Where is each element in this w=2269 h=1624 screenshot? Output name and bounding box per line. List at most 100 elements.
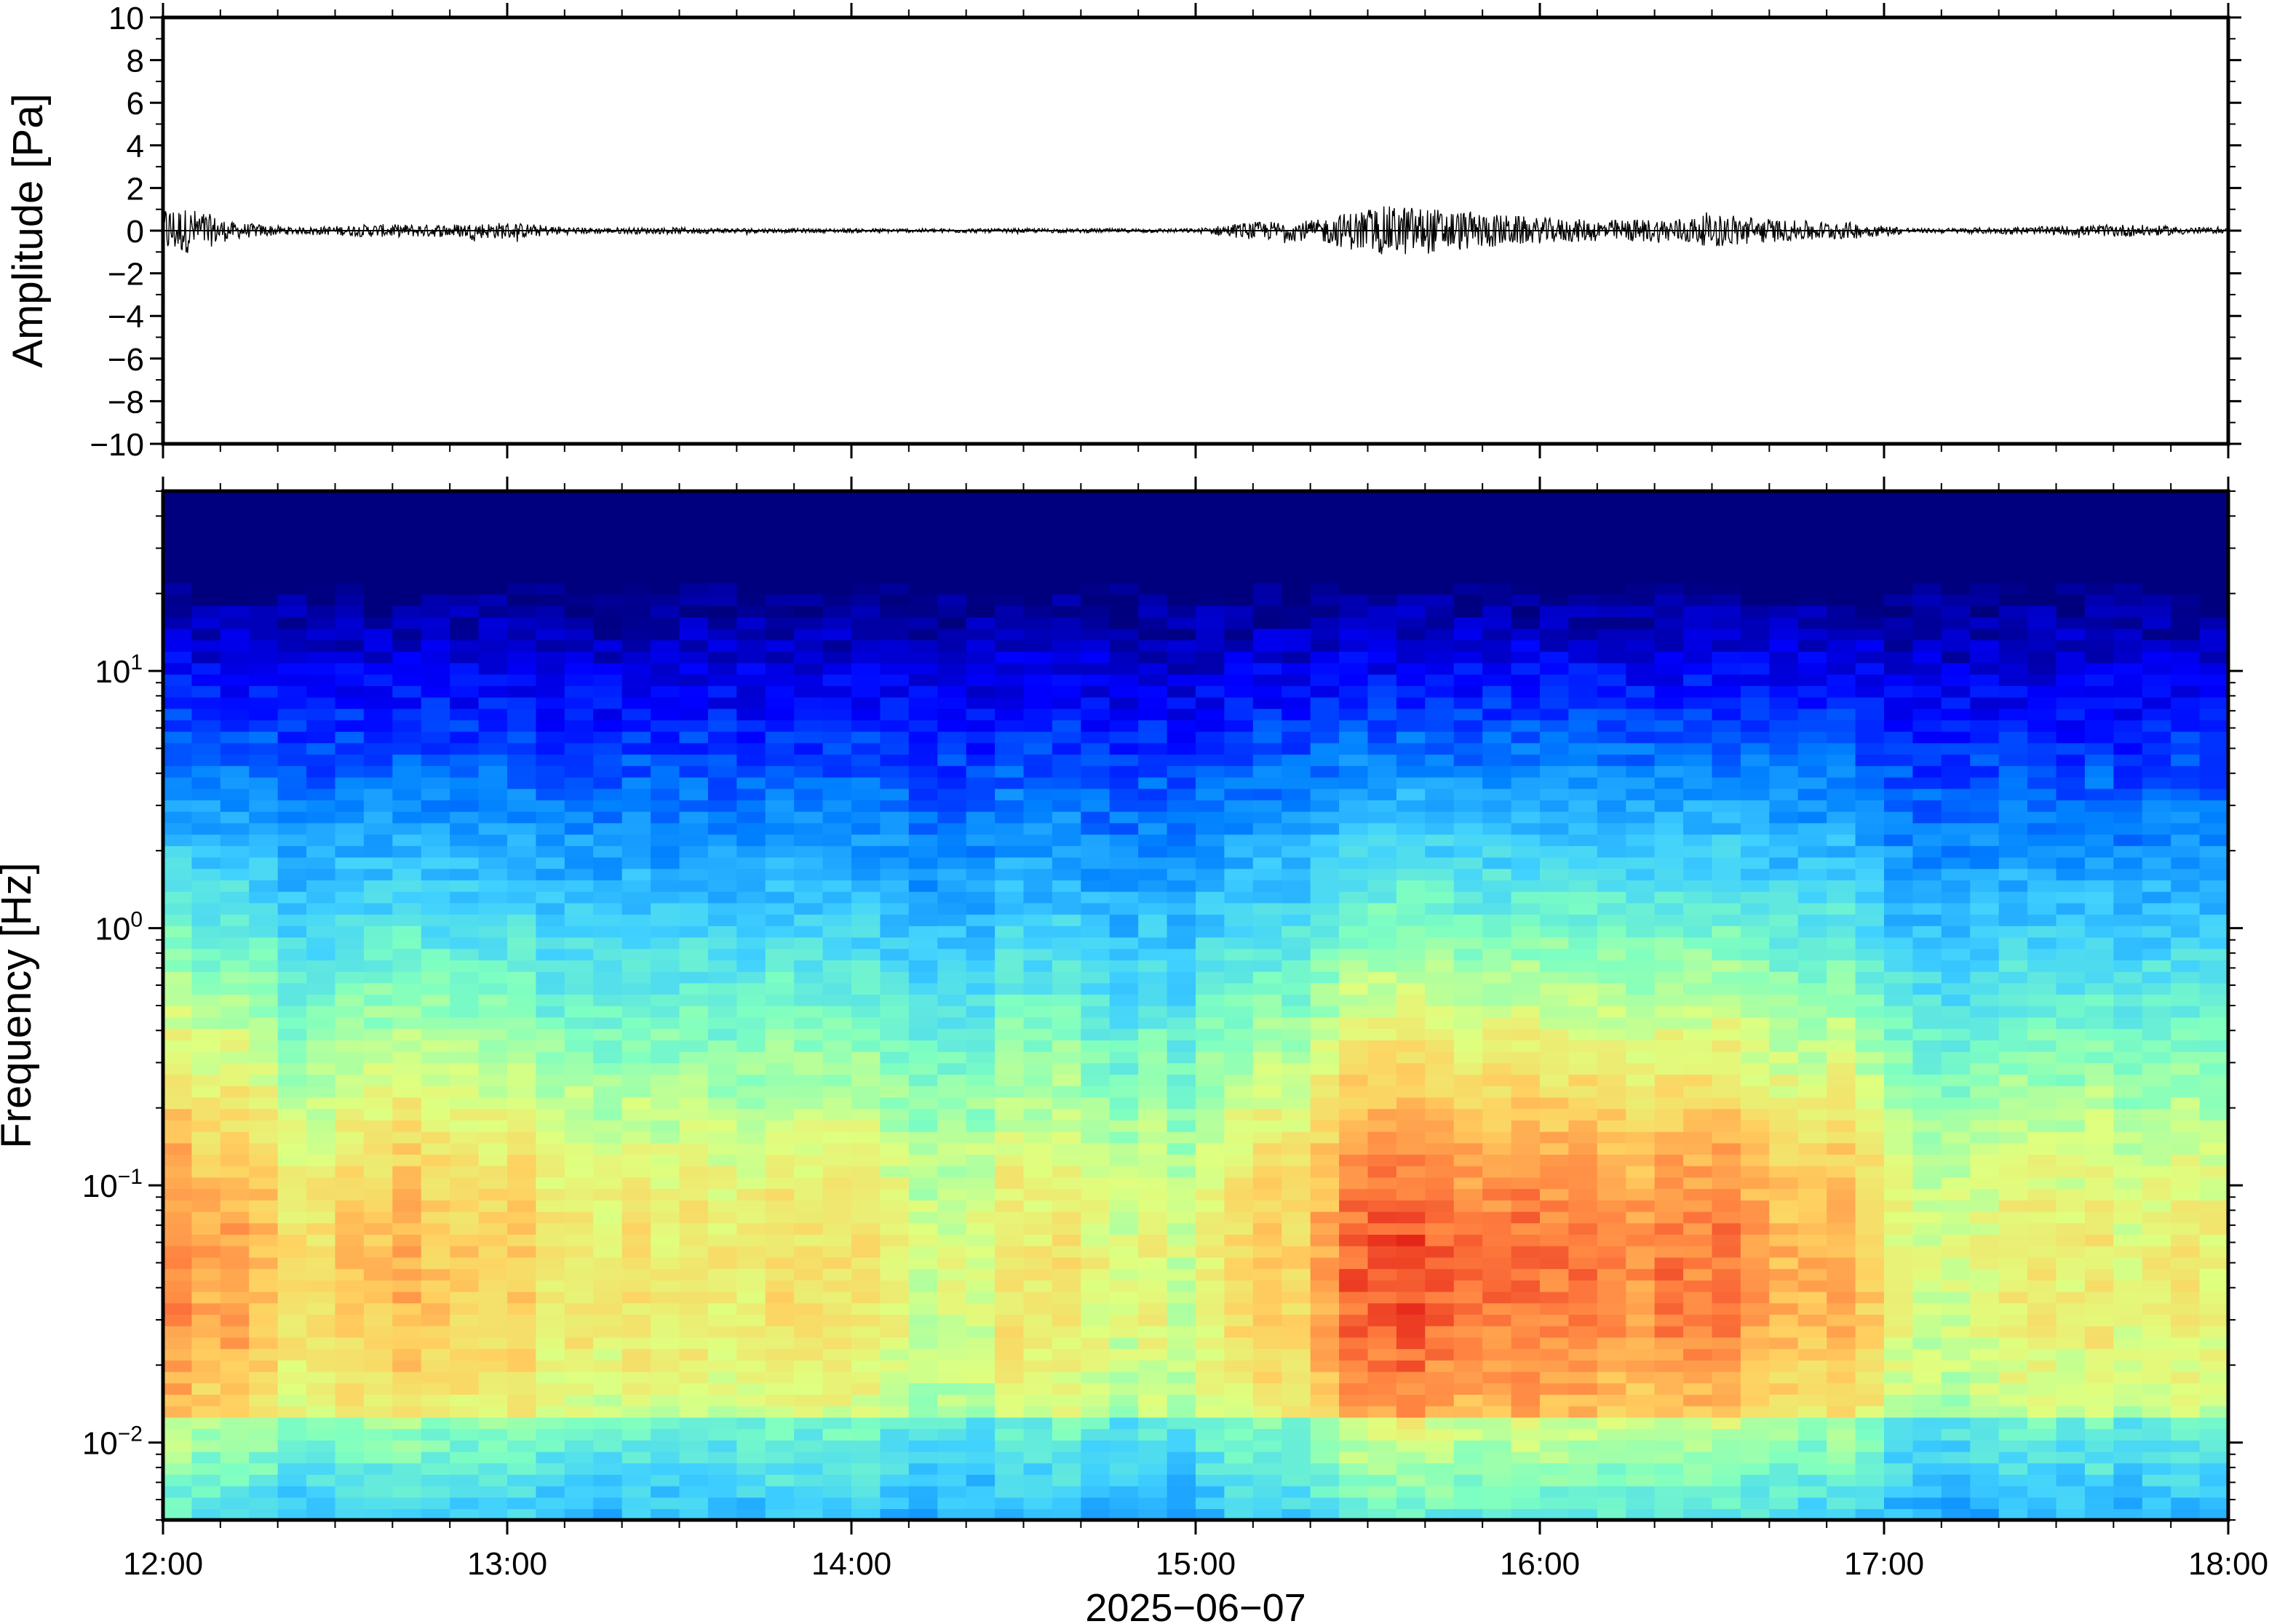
spectrogram-cell [995, 731, 1025, 744]
spectrogram-cell [937, 1417, 967, 1430]
spectrogram-cell [220, 1096, 250, 1110]
spectrogram-cell [1367, 800, 1397, 812]
spectrogram-cell [450, 685, 480, 698]
spectrogram-cell [1396, 960, 1426, 972]
spectrogram-cell [736, 1108, 766, 1121]
spectrogram-cell [1023, 800, 1053, 812]
spectrogram-cell [1453, 902, 1483, 915]
spectrogram-cell [765, 605, 795, 618]
spectrogram-cell [1167, 1085, 1196, 1098]
spectrogram-cell [1196, 616, 1225, 629]
spectrogram-cell [908, 1257, 939, 1270]
spectrogram-cell [1511, 1245, 1541, 1258]
spectrogram-cell [1425, 1497, 1455, 1510]
spectrogram-cell [249, 994, 279, 1006]
spectrogram-cell [621, 1016, 651, 1030]
spectrogram-cell [1023, 628, 1053, 641]
spectrogram-cell [1367, 1085, 1397, 1098]
spectrogram-cell [1310, 1028, 1340, 1040]
spectrogram-cell [1281, 891, 1311, 904]
spectrogram-cell [651, 536, 680, 549]
spectrogram-cell [851, 868, 881, 880]
spectrogram-cell [1683, 994, 1713, 1006]
spectrogram-cell [1597, 628, 1627, 641]
spectrogram-cell [363, 742, 394, 755]
spectrogram-cell [1396, 1222, 1426, 1235]
spectrogram-cell [937, 1451, 967, 1464]
spectrogram-cell [1367, 582, 1397, 595]
spectrogram-cell [1310, 548, 1340, 561]
spectrogram-cell [966, 1051, 996, 1064]
spectrogram-cell [937, 1028, 967, 1040]
spectrogram-cell [651, 1451, 680, 1464]
spectrogram-cell [1252, 845, 1283, 858]
spectrogram-cell [1109, 1428, 1139, 1441]
spectrogram-cell [1081, 1200, 1110, 1212]
spectrogram-cell [306, 1177, 336, 1190]
spectrogram-cell [1310, 685, 1340, 698]
spectrogram-cell [1597, 776, 1627, 789]
spectrogram-cell [363, 891, 394, 904]
spectrogram-cell [277, 994, 307, 1006]
spectrogram-cell [1052, 1302, 1082, 1315]
spectrogram-cell [564, 1016, 595, 1030]
spectrogram-cell [1626, 765, 1656, 778]
spectrogram-cell [1425, 640, 1455, 652]
spectrogram-cell [1367, 754, 1397, 766]
spectrogram-cell [1339, 948, 1369, 960]
spectrogram-cell [851, 765, 881, 778]
spectrogram-cell [1196, 1177, 1225, 1190]
spectrogram-cell [335, 560, 365, 572]
spectrogram-cell [851, 1302, 881, 1315]
spectrogram-cell [1138, 902, 1168, 915]
spectrogram-cell [1081, 1096, 1110, 1110]
spectrogram-cell [908, 1016, 939, 1030]
spectrogram-cell [1367, 868, 1397, 880]
spectrogram-cell [191, 1314, 221, 1326]
spectrogram-cell [966, 731, 996, 744]
spectrogram-cell [937, 1428, 967, 1441]
spectrogram-cell [392, 1165, 422, 1178]
spectrogram-cell [1281, 1142, 1311, 1155]
spectrogram-cell [1339, 834, 1369, 846]
spectrogram-cell [794, 1165, 824, 1178]
spectrogram-cell [277, 1040, 307, 1052]
spectrogram-cell [564, 1497, 595, 1510]
spectrogram-cell [822, 570, 852, 584]
spectrogram-cell [1425, 514, 1455, 526]
spectrogram-cell [1196, 960, 1225, 972]
spectrogram-cell [822, 1165, 852, 1178]
spectrogram-cell [1540, 1006, 1570, 1018]
spectrogram-cell [249, 776, 279, 789]
spectrogram-cell [679, 960, 709, 972]
spectrogram-cell [1252, 1154, 1283, 1166]
spectrogram-cell [306, 1245, 336, 1258]
spectrogram-cell [1339, 1280, 1369, 1292]
spectrogram-cell [564, 776, 595, 789]
spectrogram-cell [536, 1371, 565, 1384]
spectrogram-cell [593, 1142, 623, 1155]
spectrogram-cell [277, 902, 307, 915]
spectrogram-cell [277, 754, 307, 766]
spectrogram-cell [392, 936, 422, 950]
spectrogram-cell [392, 765, 422, 778]
spectrogram-cell [421, 800, 450, 812]
spectrogram-cell [335, 1371, 365, 1384]
spectrogram-cell [392, 1142, 422, 1155]
spectrogram-cell [1052, 1120, 1082, 1132]
spectrogram-cell [1396, 1497, 1426, 1510]
spectrogram-cell [1167, 662, 1196, 675]
spectrogram-cell [937, 1085, 967, 1098]
spectrogram-cell [1339, 502, 1369, 515]
spectrogram-cell [794, 742, 824, 755]
spectrogram-cell [1540, 525, 1570, 538]
spectrogram-cell [1196, 594, 1225, 606]
spectrogram-cell [1281, 754, 1311, 766]
spectrogram-cell [707, 948, 738, 960]
spectrogram-cell [1252, 616, 1283, 629]
spectrogram-cell [679, 1360, 709, 1372]
spectrogram-cell [1252, 982, 1283, 995]
spectrogram-cell [707, 856, 738, 869]
spectrogram-cell [908, 982, 939, 995]
spectrogram-cell [191, 1394, 221, 1406]
